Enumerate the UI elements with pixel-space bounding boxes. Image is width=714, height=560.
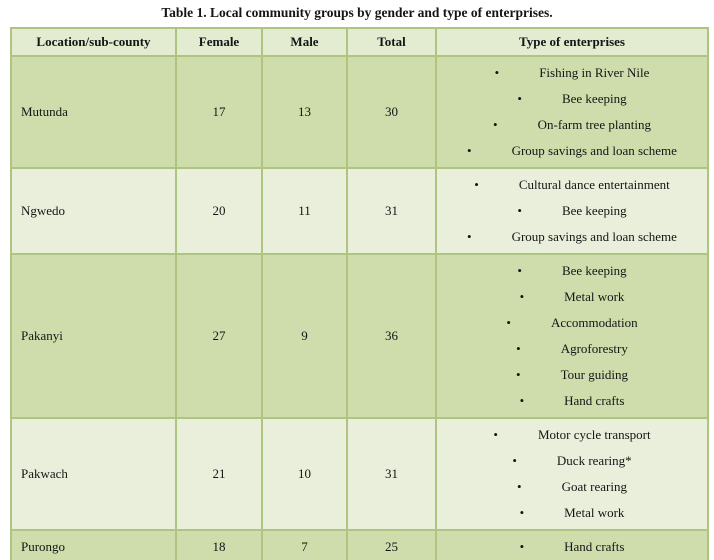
total-count-cell: 30: [346, 55, 437, 169]
male-count-cell: 13: [261, 55, 348, 169]
location-cell: Pakwach: [10, 417, 177, 531]
bullet-icon: •: [516, 367, 521, 382]
enterprise-item: • Motor cycle transport: [441, 422, 703, 448]
enterprise-list: • Motor cycle transport • Duck rearing* • Goa…: [441, 422, 703, 526]
enterprise-label: Cultural dance entertainment: [518, 177, 670, 192]
location-cell: Purongo: [10, 529, 177, 560]
enterprise-label: Fishing in River Nile: [539, 65, 650, 80]
community-groups-table: Location/sub-county Female Male Total Ty…: [10, 27, 709, 560]
bullet-icon: •: [512, 453, 517, 468]
male-count-cell: 11: [261, 167, 348, 255]
location-cell: Mutunda: [10, 55, 177, 169]
page-title: Table 1. Local community groups by gende…: [161, 5, 553, 20]
bullet-icon: •: [519, 539, 525, 554]
enterprise-label: On-farm tree planting: [537, 117, 651, 132]
enterprise-item: • Cultural dance entertainment: [441, 172, 703, 198]
bullet-icon: •: [506, 315, 511, 330]
enterprise-list: • Bee keeping • Metal work • Accommodation • Ag…: [441, 258, 703, 414]
bullet-icon: •: [493, 117, 498, 132]
enterprise-item: • Agroforestry: [441, 336, 703, 362]
table-row: Ngwedo 20 11 31 • Cultural dance entertai…: [10, 167, 709, 255]
enterprise-label: Goat rearing: [561, 479, 627, 494]
enterprise-label: Group savings and loan scheme: [511, 229, 677, 244]
enterprise-item: • Goat rearing: [441, 474, 703, 500]
enterprise-label: Agroforestry: [560, 341, 628, 356]
enterprise-label: Accommodation: [550, 315, 638, 330]
table-row: Pakwach 21 10 31 • Motor cycle transport •…: [10, 417, 709, 531]
header-cell-enterprises: Type of enterprises: [435, 27, 709, 57]
enterprise-label: Group savings and loan scheme: [511, 143, 677, 158]
female-count-cell: 21: [175, 417, 263, 531]
bullet-icon: •: [517, 479, 522, 494]
enterprises-cell: • Hand crafts: [435, 529, 709, 560]
bullet-icon: •: [494, 65, 500, 80]
total-count-cell: 31: [346, 167, 437, 255]
enterprise-item: • Accommodation: [441, 310, 703, 336]
male-count-cell: 9: [261, 253, 348, 419]
enterprise-item: • Bee keeping: [441, 258, 703, 284]
enterprise-label: Metal work: [564, 289, 625, 304]
bullet-icon: •: [493, 427, 498, 442]
bullet-icon: •: [519, 289, 525, 304]
enterprise-item: • Tour guiding: [441, 362, 703, 388]
location-cell: Pakanyi: [10, 253, 177, 419]
enterprises-cell: • Bee keeping • Metal work • Accommodation • Ag…: [435, 253, 709, 419]
total-count-cell: 25: [346, 529, 437, 560]
enterprise-label: Hand crafts: [564, 539, 625, 554]
total-count-cell: 36: [346, 253, 437, 419]
enterprise-label: Metal work: [564, 505, 625, 520]
table-header: Location/sub-county Female Male Total Ty…: [10, 27, 709, 57]
enterprise-list: • Cultural dance entertainment • Bee keepin…: [441, 172, 703, 250]
female-count-cell: 20: [175, 167, 263, 255]
female-count-cell: 17: [175, 55, 263, 169]
bullet-icon: •: [517, 91, 522, 106]
bullet-icon: •: [474, 177, 479, 192]
female-count-cell: 27: [175, 253, 263, 419]
enterprise-item: • Group savings and loan scheme: [441, 138, 703, 164]
female-count-cell: 18: [175, 529, 263, 560]
enterprise-label: Duck rearing*: [556, 453, 632, 468]
enterprise-label: Tour guiding: [560, 367, 628, 382]
male-count-cell: 10: [261, 417, 348, 531]
enterprise-label: Hand crafts: [564, 393, 625, 408]
header-cell-female: Female: [175, 27, 263, 57]
enterprises-cell: • Fishing in River Nile • Bee keeping • On-fa…: [435, 55, 709, 169]
bullet-icon: •: [516, 341, 521, 356]
location-cell: Ngwedo: [10, 167, 177, 255]
enterprises-cell: • Motor cycle transport • Duck rearing* • Goa…: [435, 417, 709, 531]
enterprise-item: • Hand crafts: [441, 388, 703, 414]
enterprise-item: • Bee keeping: [441, 86, 703, 112]
bullet-icon: •: [517, 203, 522, 218]
table-body: Mutunda 17 13 30 • Fishing in River Nile •…: [10, 55, 709, 560]
bullet-icon: •: [467, 229, 472, 244]
enterprise-list: • Fishing in River Nile • Bee keeping • On-fa…: [441, 60, 703, 164]
enterprise-label: Bee keeping: [561, 203, 627, 218]
enterprise-item: • Duck rearing*: [441, 448, 703, 474]
enterprise-item: • Hand crafts: [441, 534, 703, 560]
enterprise-item: • Fishing in River Nile: [441, 60, 703, 86]
enterprise-list: • Hand crafts: [441, 534, 703, 560]
bullet-icon: •: [519, 393, 525, 408]
total-count-cell: 31: [346, 417, 437, 531]
enterprise-label: Motor cycle transport: [537, 427, 651, 442]
bullet-icon: •: [517, 263, 522, 278]
bullet-icon: •: [519, 505, 525, 520]
bullet-icon: •: [467, 143, 472, 158]
enterprise-label: Bee keeping: [561, 263, 627, 278]
enterprise-item: • On-farm tree planting: [441, 112, 703, 138]
enterprise-item: • Metal work: [441, 500, 703, 526]
header-cell-location: Location/sub-county: [10, 27, 177, 57]
table-row: Purongo 18 7 25 • Hand crafts: [10, 529, 709, 560]
enterprise-item: • Bee keeping: [441, 198, 703, 224]
enterprises-cell: • Cultural dance entertainment • Bee keepin…: [435, 167, 709, 255]
header-cell-total: Total: [346, 27, 437, 57]
table-row: Pakanyi 27 9 36 • Bee keeping • Metal work •…: [10, 253, 709, 419]
enterprise-label: Bee keeping: [561, 91, 627, 106]
header-row: Location/sub-county Female Male Total Ty…: [10, 27, 709, 57]
male-count-cell: 7: [261, 529, 348, 560]
table-row: Mutunda 17 13 30 • Fishing in River Nile •…: [10, 55, 709, 169]
header-cell-male: Male: [261, 27, 348, 57]
enterprise-item: • Metal work: [441, 284, 703, 310]
enterprise-item: • Group savings and loan scheme: [441, 224, 703, 250]
